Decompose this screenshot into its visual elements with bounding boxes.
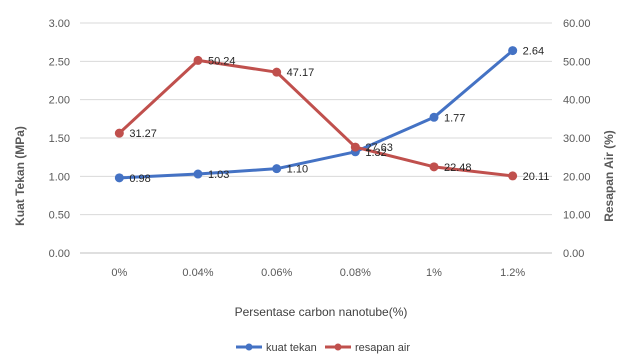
data-label-kuat-tekan: 2.64 xyxy=(523,46,544,58)
x-tick-label: 1% xyxy=(426,267,442,279)
y2-axis-title: Resapan Air (%) xyxy=(602,130,616,222)
data-point-kuat-tekan xyxy=(508,46,518,56)
data-label-kuat-tekan: 1.10 xyxy=(287,164,308,176)
data-label-kuat-tekan: 1.03 xyxy=(208,169,229,181)
data-point-resapan-air xyxy=(350,142,360,152)
data-point-resapan-air xyxy=(114,128,124,138)
x-axis-ticks: 0% 0.04% 0.06% 0.08% 1% 1.2% xyxy=(111,267,525,279)
y2-tick-label: 20.00 xyxy=(563,171,591,183)
data-label-resapan-air: 31.27 xyxy=(129,128,157,140)
data-point-resapan-air xyxy=(272,67,282,77)
data-label-resapan-air: 20.11 xyxy=(523,171,550,183)
y2-tick-label: 30.00 xyxy=(563,133,591,145)
data-point-kuat-tekan xyxy=(429,112,439,122)
y-tick-label: 2.00 xyxy=(49,95,70,107)
y-tick-label: 1.50 xyxy=(49,133,70,145)
data-label-kuat-tekan: 1.77 xyxy=(444,112,465,124)
legend-marker-kuat-tekan xyxy=(245,343,253,351)
data-point-resapan-air xyxy=(193,55,203,65)
y-tick-label: 0.50 xyxy=(49,210,70,222)
data-label-kuat-tekan: 1.32 xyxy=(365,147,386,159)
y-tick-label: 0.00 xyxy=(49,248,70,260)
data-point-kuat-tekan xyxy=(114,173,124,183)
data-point-kuat-tekan xyxy=(193,169,203,179)
legend-label-kuat-tekan: kuat tekan xyxy=(266,342,317,354)
data-point-resapan-air xyxy=(508,171,518,181)
y2-tick-label: 60.00 xyxy=(563,18,591,30)
y2-tick-label: 40.00 xyxy=(563,95,591,107)
data-labels: 0.98 1.03 1.10 1.32 1.77 2.64 31.27 50.24 47.17 2… xyxy=(129,46,549,185)
data-label-kuat-tekan: 0.98 xyxy=(129,173,150,185)
y2-tick-label: 50.00 xyxy=(563,56,591,68)
right-axis-ticks: 0.00 10.00 20.00 30.00 40.00 50.00 60.00 xyxy=(563,18,591,260)
legend-item-resapan-air: resapan air xyxy=(325,342,410,354)
data-label-resapan-air: 27.63 xyxy=(365,142,393,154)
data-label-resapan-air: 47.17 xyxy=(287,67,315,79)
left-axis-ticks: 0.00 0.50 1.00 1.50 2.00 2.50 3.00 xyxy=(49,18,70,260)
series-line-resapan-air xyxy=(118,58,513,178)
data-point-kuat-tekan xyxy=(272,164,282,174)
x-tick-label: 1.2% xyxy=(500,267,525,279)
x-tick-label: 0.08% xyxy=(340,267,371,279)
data-label-resapan-air: 22.48 xyxy=(444,162,472,174)
x-tick-label: 0.04% xyxy=(182,267,213,279)
legend-label-resapan-air: resapan air xyxy=(355,342,410,354)
y-axis-title: Kuat Tekan (MPa) xyxy=(13,126,27,226)
series-line-kuat-tekan xyxy=(119,49,514,180)
x-tick-label: 0% xyxy=(111,267,127,279)
y2-tick-label: 0.00 xyxy=(563,248,584,260)
legend: kuat tekan resapan air xyxy=(236,342,410,354)
y-tick-label: 3.00 xyxy=(49,18,70,30)
data-point-resapan-air xyxy=(429,162,439,172)
data-label-resapan-air: 50.24 xyxy=(208,55,236,67)
y2-tick-label: 10.00 xyxy=(563,210,591,222)
y-tick-label: 2.50 xyxy=(49,56,70,68)
legend-marker-resapan-air xyxy=(334,343,342,351)
series-layer xyxy=(114,46,518,183)
x-axis-title: Persentase carbon nanotube(%) xyxy=(235,305,408,319)
x-tick-label: 0.06% xyxy=(261,267,292,279)
y-tick-label: 1.00 xyxy=(49,171,70,183)
legend-item-kuat-tekan: kuat tekan xyxy=(236,342,317,354)
